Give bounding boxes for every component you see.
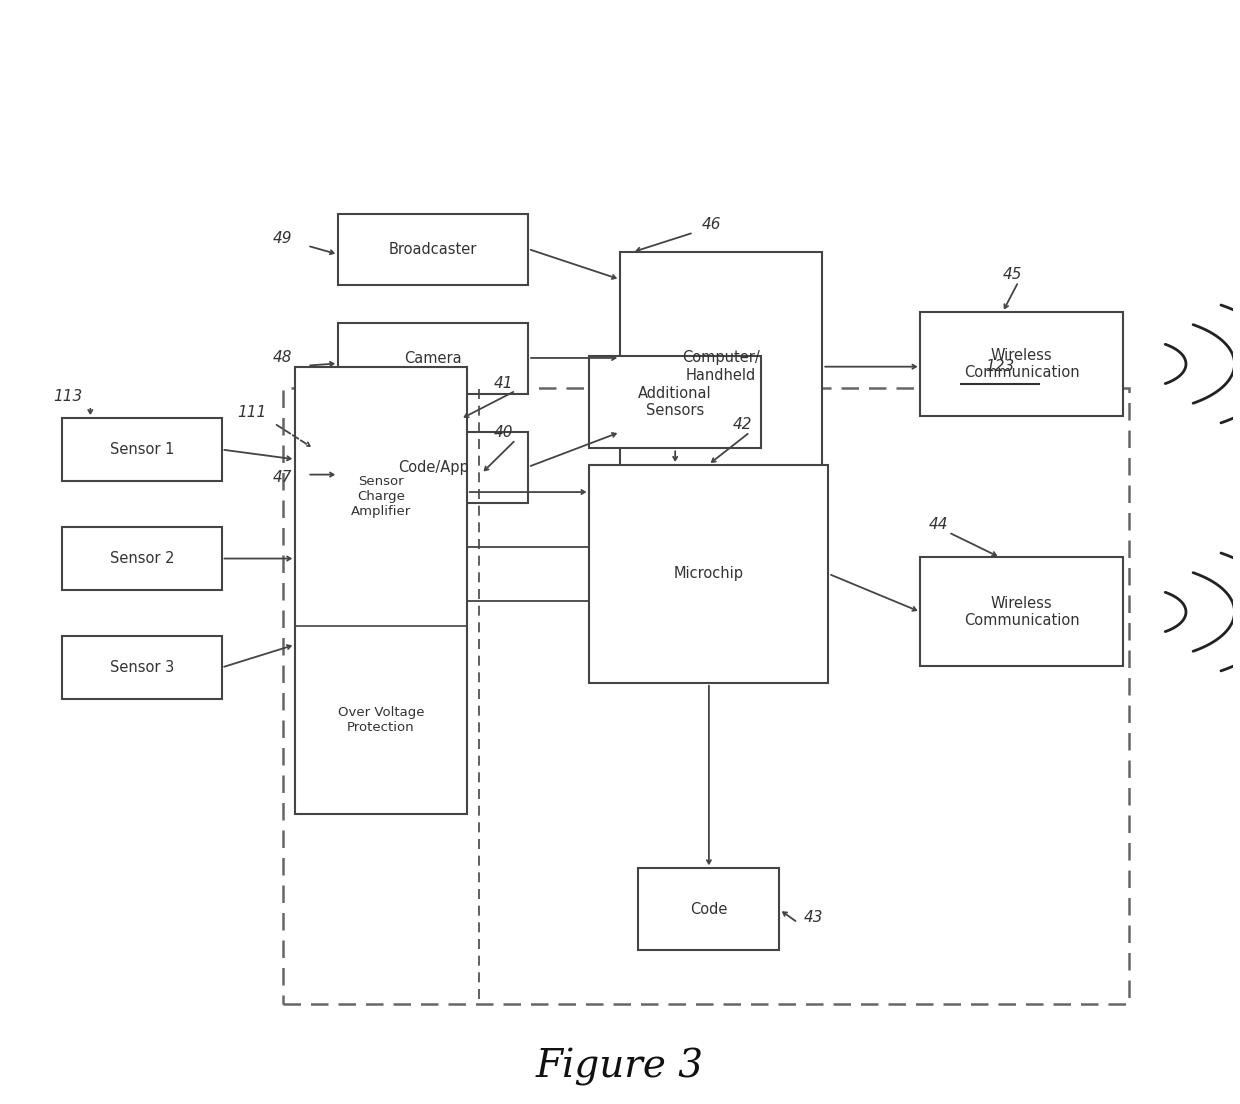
FancyBboxPatch shape (620, 252, 822, 481)
FancyBboxPatch shape (589, 355, 761, 448)
Text: Code: Code (691, 902, 728, 916)
Text: Broadcaster: Broadcaster (389, 242, 477, 257)
Text: Sensor
Charge
Amplifier: Sensor Charge Amplifier (351, 475, 410, 518)
Text: Wireless
Communication: Wireless Communication (963, 348, 1079, 380)
Text: 41: 41 (494, 375, 513, 391)
Text: 49: 49 (273, 231, 293, 245)
Text: 44: 44 (929, 518, 949, 532)
Text: 45: 45 (1003, 266, 1022, 282)
Text: Wireless
Communication: Wireless Communication (963, 596, 1079, 628)
FancyBboxPatch shape (920, 312, 1122, 416)
Text: 43: 43 (804, 910, 823, 925)
FancyBboxPatch shape (339, 323, 528, 394)
FancyBboxPatch shape (339, 214, 528, 285)
Text: Sensor 1: Sensor 1 (109, 442, 174, 457)
FancyBboxPatch shape (339, 432, 528, 503)
Text: Over Voltage
Protection: Over Voltage Protection (337, 705, 424, 734)
FancyBboxPatch shape (589, 465, 828, 682)
Text: 46: 46 (702, 217, 722, 233)
Text: 40: 40 (494, 425, 513, 439)
Text: 123: 123 (986, 359, 1014, 374)
FancyBboxPatch shape (283, 389, 1128, 1005)
FancyBboxPatch shape (295, 367, 466, 814)
FancyBboxPatch shape (62, 418, 222, 481)
Text: 113: 113 (53, 389, 83, 404)
Text: Code/App: Code/App (398, 460, 469, 475)
FancyBboxPatch shape (62, 527, 222, 591)
FancyBboxPatch shape (639, 868, 780, 949)
Text: 48: 48 (273, 350, 293, 365)
Text: 111: 111 (238, 405, 267, 420)
Text: Figure 3: Figure 3 (536, 1048, 704, 1085)
Text: Sensor 2: Sensor 2 (109, 551, 174, 566)
FancyBboxPatch shape (62, 636, 222, 699)
Text: Computer/
Handheld: Computer/ Handheld (682, 350, 760, 383)
Text: Sensor 3: Sensor 3 (109, 660, 174, 675)
FancyBboxPatch shape (920, 558, 1122, 667)
Text: 42: 42 (733, 417, 753, 432)
Text: Additional
Sensors: Additional Sensors (639, 386, 712, 418)
Text: Microchip: Microchip (673, 566, 744, 582)
Text: 47: 47 (273, 470, 293, 486)
Text: Camera: Camera (404, 351, 461, 367)
